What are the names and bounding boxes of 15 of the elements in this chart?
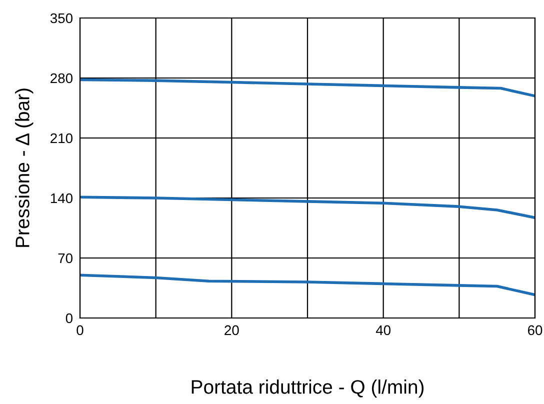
line-series <box>80 78 535 98</box>
x-tick-label: 0 <box>76 325 84 336</box>
x-tick-label: 40 <box>376 325 391 336</box>
y-tick-label: 350 <box>50 13 73 24</box>
y-tick-label: 70 <box>58 253 73 264</box>
x-tick-label: 20 <box>224 325 239 336</box>
x-tick-label: 60 <box>528 325 542 336</box>
y-tick-label: 210 <box>50 133 73 144</box>
y-axis-title: Pressione - Δ (bar) <box>15 88 34 247</box>
y-tick-label: 140 <box>50 193 73 204</box>
line-series <box>80 196 535 220</box>
line-series <box>80 274 535 296</box>
y-tick-label: 280 <box>50 73 73 84</box>
y-tick-label: 0 <box>66 313 73 324</box>
x-axis-title: Portata riduttrice - Q (l/min) <box>192 380 424 398</box>
